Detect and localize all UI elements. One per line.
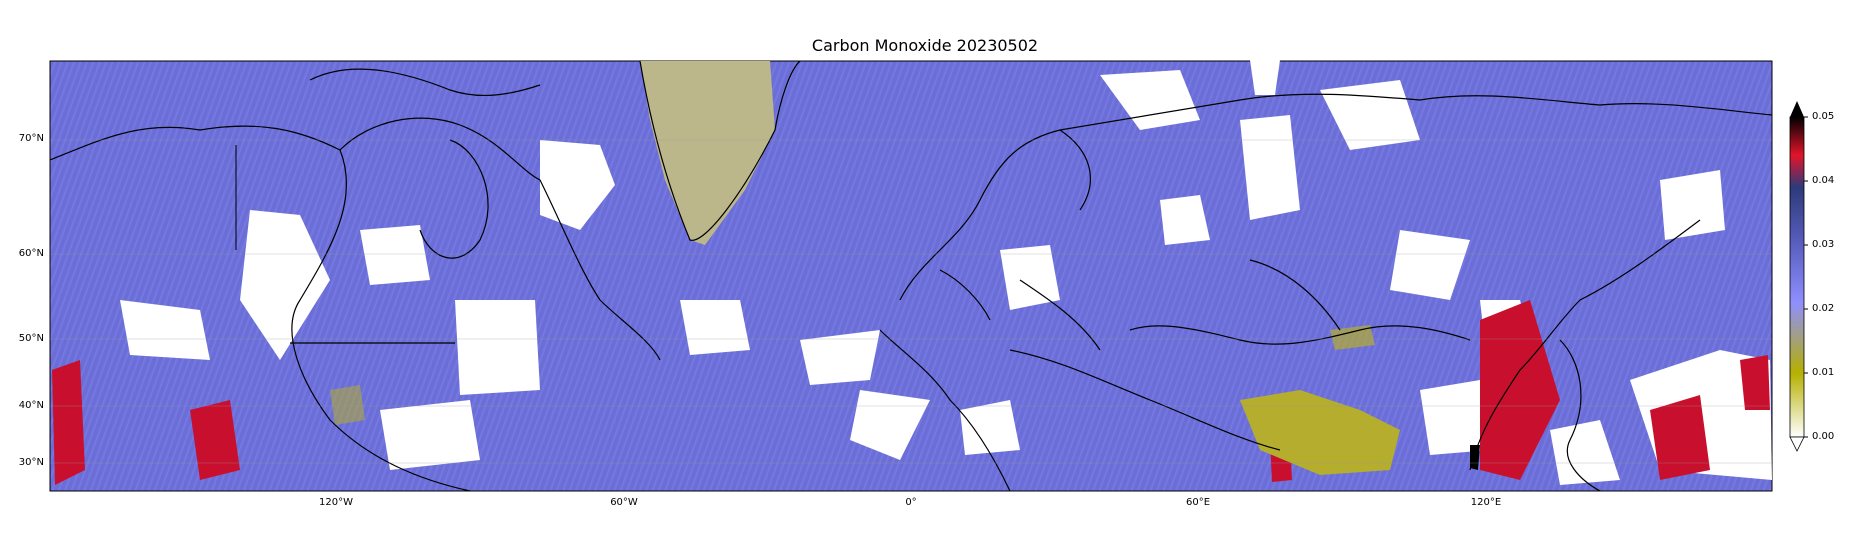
lon-label: 60°W <box>610 497 638 508</box>
lon-label: 120°E <box>1470 497 1502 508</box>
colorbar-tick-label: 0.01 <box>1812 367 1835 378</box>
lon-label: 120°W <box>319 497 353 508</box>
lat-label: 40°N <box>18 400 44 411</box>
colorbar <box>1789 101 1808 452</box>
high-concentration-regions <box>52 300 1770 485</box>
lat-label: 50°N <box>18 333 44 344</box>
lat-label: 30°N <box>18 457 44 468</box>
colorbar-extend-max <box>1790 101 1804 117</box>
colorbar-tick-label: 0.00 <box>1812 431 1835 442</box>
colorbar-tick-label: 0.04 <box>1812 175 1835 186</box>
lon-label: 0° <box>905 497 917 508</box>
lon-label: 60°E <box>1185 497 1211 508</box>
colorbar-tick-label: 0.05 <box>1812 111 1835 122</box>
coastlines <box>49 60 1773 492</box>
colorbar-tick-label: 0.02 <box>1812 303 1835 314</box>
map-title: Carbon Monoxide 20230502 <box>811 36 1039 55</box>
lat-label: 70°N <box>18 133 44 144</box>
lat-label: 60°N <box>18 248 44 259</box>
colorbar-tick-label: 0.03 <box>1812 239 1835 250</box>
black-saturated-spot <box>1470 445 1480 470</box>
low-concentration-regions <box>330 325 1400 475</box>
greenland-region <box>640 61 775 245</box>
gridlines <box>50 139 1772 464</box>
colorbar-extend-min <box>1789 436 1805 452</box>
